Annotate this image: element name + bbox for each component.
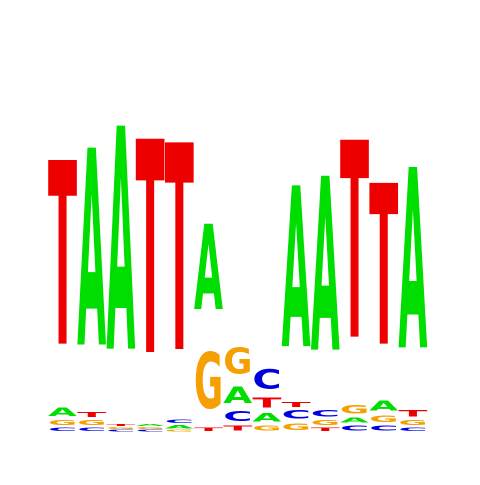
logo-letter-G-pos-10: G — [311, 419, 340, 427]
logo-letter-A-pos-7: A — [223, 382, 252, 408]
logo-letter-T-pos-8: T — [252, 396, 282, 411]
logo-letter-A-pos-6: A — [194, 201, 223, 337]
logo-letter-A-pos-8: A — [252, 411, 282, 424]
logo-letter-A-pos-3: A — [106, 67, 135, 422]
logo-letter-A-pos-5: A — [165, 424, 194, 429]
logo-letter-G-pos-6: G — [194, 339, 223, 427]
logo-letter-T-pos-13: T — [398, 409, 427, 420]
logo-letter-G-pos-13: G — [398, 419, 427, 427]
logo-letter-A-pos-11: A — [340, 416, 369, 424]
logo-letter-A-pos-2: A — [77, 95, 106, 409]
logo-letter-T-pos-1: T — [48, 109, 77, 403]
logo-letter-G-pos-2: G — [77, 419, 106, 427]
logo-letter-T-pos-11: T — [340, 87, 369, 401]
logo-letter-C-pos-13: C — [398, 427, 427, 432]
logo-letter-G-pos-9: G — [282, 422, 311, 432]
logo-letter-G-pos-12: G — [369, 414, 398, 424]
logo-letter-G-pos-4: G — [136, 427, 165, 430]
logo-letter-G-pos-11: G — [340, 404, 369, 417]
logo-letter-C-pos-10: C — [311, 408, 340, 419]
logo-letter-T-pos-10: T — [311, 427, 341, 432]
logo-letter-A-pos-9: A — [282, 143, 311, 400]
logo-letter-A-pos-13: A — [398, 118, 427, 406]
logo-letter-T-pos-3: T — [106, 424, 136, 427]
logo-letter-C-pos-2: C — [77, 427, 106, 432]
logo-letter-T-pos-2: T — [77, 411, 106, 419]
logo-letter-A-pos-10: A — [311, 130, 340, 407]
logo-letter-T-pos-5: T — [165, 86, 194, 416]
logo-letter-C-pos-1: C — [48, 427, 77, 432]
logo-letter-A-pos-4: A — [136, 424, 166, 427]
logo-letter-C-pos-8: C — [252, 364, 281, 396]
logo-letter-C-pos-9: C — [282, 408, 311, 421]
logo-letter-G-pos-3: G — [106, 427, 135, 430]
logo-letter-T-pos-4: T — [136, 82, 165, 422]
logo-letter-C-pos-3: C — [106, 429, 135, 432]
logo-letter-A-pos-1: A — [48, 406, 78, 419]
logo-letter-T-pos-7: T — [223, 424, 252, 432]
logo-letter-G-pos-5: G — [165, 429, 194, 432]
logo-letter-C-pos-12: C — [369, 424, 398, 432]
logo-letter-G-pos-8: G — [252, 424, 281, 432]
logo-letter-C-pos-11: C — [340, 424, 369, 432]
logo-letter-C-pos-4: C — [136, 429, 165, 432]
logo-letter-G-pos-1: G — [48, 419, 77, 427]
logo-letter-A-pos-12: A — [369, 398, 398, 414]
logo-letter-G-pos-7: G — [223, 341, 252, 382]
logo-letter-C-pos-5: C — [165, 419, 194, 424]
logo-letter-T-pos-6: T — [194, 427, 224, 432]
logo-letter-T-pos-9: T — [282, 401, 311, 409]
logo-letter-T-pos-12: T — [369, 141, 398, 396]
logo-letter-C-pos-7: C — [223, 409, 252, 425]
